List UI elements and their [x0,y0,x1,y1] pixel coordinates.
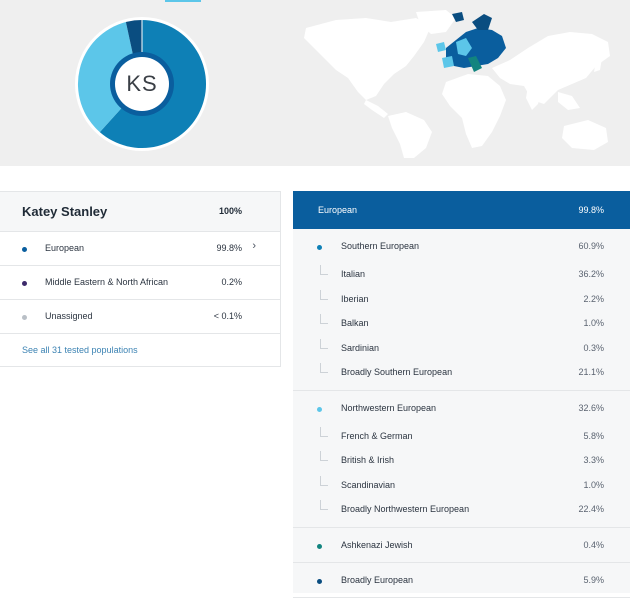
subgroup-percent: 2.2% [583,293,604,304]
profile-total-percent: 100% [218,206,242,216]
detail-header[interactable]: European 99.8% [293,191,630,229]
subgroup-percent: 3.3% [583,455,604,465]
tree-branch-icon [320,451,328,461]
tree-branch-icon [320,338,328,349]
summary-row-percent: 0.2% [221,277,242,287]
subgroup-label: Broadly Southern European [341,367,453,377]
summary-row-percent: < 0.1% [213,311,242,321]
group-row[interactable]: Broadly European 5.9% [293,563,630,597]
subgroup-row[interactable]: Iberian 2.2% [293,288,630,313]
tree-branch-icon [320,475,328,486]
subgroup-row[interactable]: French & German 5.8% [293,425,630,450]
ancestry-donut-chart [75,17,209,151]
broadly-european-dot-icon [317,578,322,584]
group-percent: 32.6% [578,402,604,413]
group-label: Northwestern European [341,402,437,413]
group-ashkenazi-jewish: Ashkenazi Jewish 0.4% [293,528,630,563]
subgroup-row[interactable]: Broadly Southern European 21.1% [293,361,630,386]
group-label: Ashkenazi Jewish [341,539,413,550]
group-southern-european: Southern European 60.9% Italian 36.2% Ibe… [293,229,630,391]
subgroup-label: Broadly Northwestern European [341,504,470,514]
see-all-populations-link[interactable]: See all 31 tested populations [22,345,138,355]
group-label: Southern European [341,241,420,251]
summary-row-unassigned[interactable]: Unassigned < 0.1% [0,300,280,334]
group-percent: 5.9% [583,574,604,585]
group-percent: 60.9% [578,241,604,251]
tree-branch-icon [320,314,328,324]
group-percent: 0.4% [583,539,604,550]
world-map [304,10,610,158]
ancestry-summary-panel: Katey Stanley 100% European 99.8% › Midd… [0,191,281,367]
subgroup-label: British & Irish [341,455,395,465]
tree-branch-icon [320,265,328,275]
subgroup-percent: 22.4% [578,504,604,514]
subgroup-row[interactable]: British & Irish 3.3% [293,449,630,474]
subgroup-row[interactable]: Italian 36.2% [293,263,630,288]
summary-row-mena[interactable]: Middle Eastern & North African 0.2% [0,266,280,300]
subgroup-label: French & German [341,430,413,441]
subgroup-percent: 21.1% [578,367,604,377]
tree-branch-icon [320,363,328,373]
subgroup-percent: 1.0% [583,318,604,328]
summary-row-label: European [45,243,85,253]
subgroup-row[interactable]: Sardinian 0.3% [293,337,630,362]
subgroup-label: Iberian [341,293,369,304]
subgroup-percent: 5.8% [583,430,604,441]
european-dot-icon [22,247,27,252]
subgroup-row[interactable]: Balkan 1.0% [293,312,630,337]
group-northwestern-european: Northwestern European 32.6% French & Ger… [293,391,630,528]
tree-branch-icon [320,426,328,437]
donut-segment-broadly-european [125,19,142,58]
summary-row-percent: 99.8% [216,243,242,253]
southern-european-dot-icon [317,245,322,250]
subgroup-label: Balkan [341,318,369,328]
subgroup-percent: 0.3% [583,342,604,353]
ancestry-hero: KS [0,0,630,166]
group-row[interactable]: Ashkenazi Jewish 0.4% [293,528,630,562]
subgroup-row[interactable]: Scandinavian 1.0% [293,474,630,499]
group-row[interactable]: Northwestern European 32.6% [293,391,630,425]
subgroup-label: Sardinian [341,342,380,353]
ashkenazi-jewish-dot-icon [317,543,322,549]
unassigned-dot-icon [22,315,27,320]
ancestry-detail-panel: European 99.8% Southern European 60.9% I… [293,191,630,598]
group-row[interactable]: Southern European 60.9% [293,229,630,263]
summary-header: Katey Stanley 100% [0,192,280,232]
subgroup-percent: 1.0% [583,479,604,490]
summary-row-european[interactable]: European 99.8% › [0,232,280,266]
mena-dot-icon [22,281,27,286]
group-label: Broadly European [341,574,414,585]
tree-branch-icon [320,289,328,300]
europe-highlight [436,12,506,72]
summary-row-label: Middle Eastern & North African [45,277,169,287]
summary-row-label: Unassigned [45,311,93,321]
detail-header-label: European [318,205,358,215]
chevron-right-icon[interactable]: › [252,240,256,252]
tree-branch-icon [320,500,328,510]
donut-segment-southern-european [99,19,207,148]
subgroup-label: Italian [341,269,366,279]
subgroup-percent: 36.2% [578,269,604,279]
detail-header-percent: 99.8% [578,205,604,215]
subgroup-label: Scandinavian [341,479,396,490]
subgroup-row[interactable]: Broadly Northwestern European 22.4% [293,498,630,523]
group-broadly-european: Broadly European 5.9% [293,563,630,598]
active-tab-indicator [165,0,201,2]
avatar-initials: KS [126,71,158,96]
profile-name: Katey Stanley [22,204,108,219]
northwestern-european-dot-icon [317,406,322,412]
